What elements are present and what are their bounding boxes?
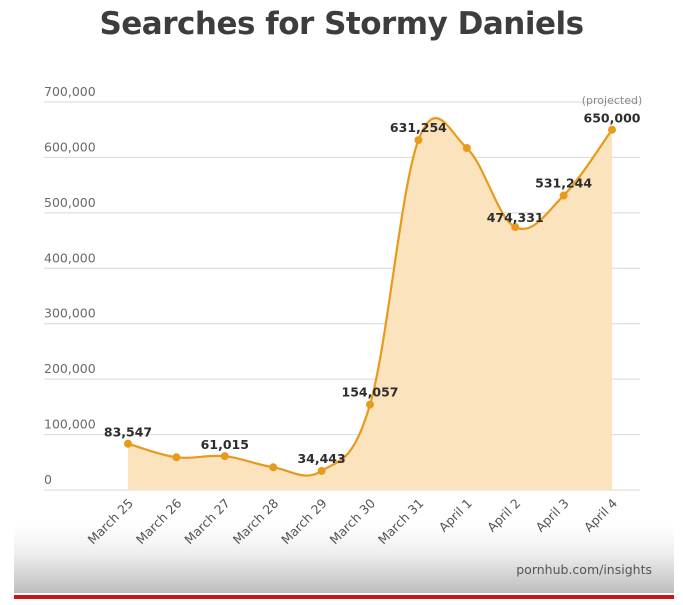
y-tick-label: 600,000: [44, 139, 96, 154]
y-tick-label: 400,000: [44, 250, 96, 265]
data-label: 631,254: [390, 120, 447, 135]
y-tick-label: 0: [44, 472, 52, 487]
data-point: [559, 191, 568, 200]
x-tick-label: March 28: [230, 495, 282, 547]
x-tick-label: April 1: [436, 496, 475, 535]
x-tick-label: March 25: [85, 496, 137, 548]
data-label: 61,015: [201, 437, 249, 452]
chart-title: Searches for Stormy Daniels: [99, 6, 584, 42]
y-tick-label: 100,000: [44, 417, 96, 432]
projected-annotation: (projected): [582, 94, 643, 107]
data-points: [124, 125, 616, 475]
data-point: [462, 144, 471, 153]
x-tick-label: March 29: [278, 495, 330, 547]
x-tick-label: April 2: [484, 496, 523, 535]
data-point: [220, 452, 229, 461]
data-label: 474,331: [487, 210, 544, 225]
accent-bar: [14, 595, 674, 599]
data-label: 650,000: [584, 111, 641, 126]
data-labels: 83,547 61,015 34,443 154,057 631,254 474,331 5…: [104, 94, 642, 466]
data-point: [269, 463, 278, 472]
data-label: 34,443: [297, 451, 345, 466]
area-fill: [128, 118, 612, 490]
x-tick-label: March 30: [327, 495, 379, 547]
footer-band: [14, 525, 674, 593]
data-label: 531,244: [535, 176, 592, 191]
data-point: [124, 439, 132, 448]
data-point: [608, 125, 616, 134]
x-tick-label: April 4: [581, 495, 620, 534]
data-point: [414, 136, 423, 145]
x-tick-label: March 26: [133, 495, 185, 547]
data-point: [172, 453, 181, 462]
x-tick-label: March 31: [375, 496, 427, 548]
y-tick-label: 200,000: [44, 361, 96, 376]
y-tick-label: 300,000: [44, 306, 96, 321]
data-point: [366, 400, 374, 409]
x-tick-label: March 27: [181, 496, 233, 548]
data-point: [511, 223, 520, 232]
x-tick-label: April 3: [532, 496, 571, 535]
data-label: 154,057: [342, 385, 399, 400]
y-tick-label: 700,000: [44, 84, 96, 99]
source-credit: pornhub.com/insights: [516, 562, 652, 577]
y-tick-label: 500,000: [44, 195, 96, 210]
data-label: 83,547: [104, 425, 152, 440]
area-chart: 0 100,000 200,000 300,000 400,000 500,000 600,…: [44, 84, 642, 547]
data-point: [317, 466, 326, 475]
y-axis: 0 100,000 200,000 300,000 400,000 500,000 600,…: [44, 84, 96, 487]
